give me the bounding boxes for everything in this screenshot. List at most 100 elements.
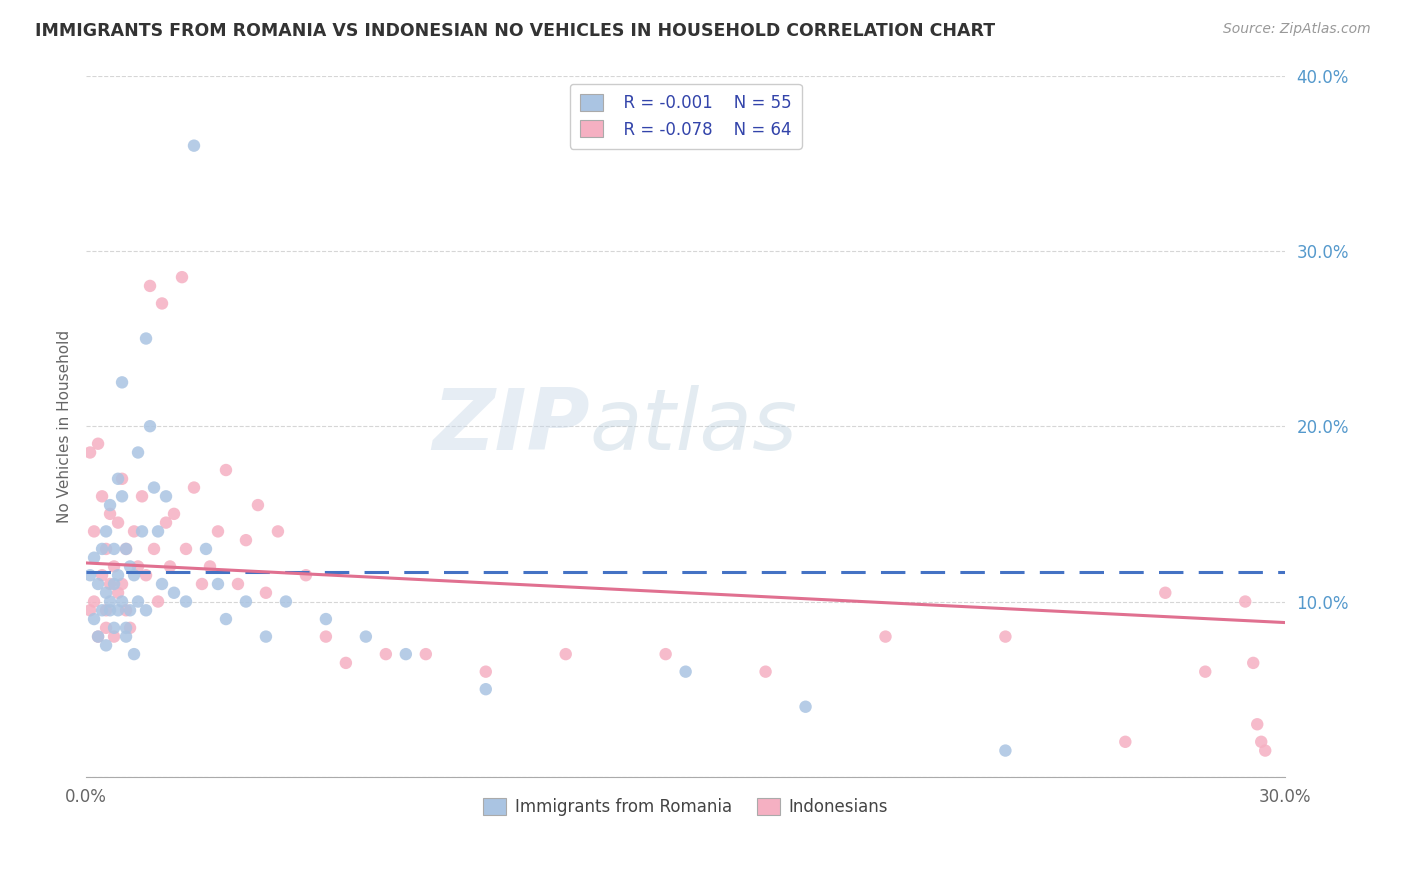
Point: [94, 621, 117, 635]
Point: [335, 656, 357, 670]
Point: [135, 568, 157, 582]
Point: [475, 665, 498, 679]
Point: [131, 524, 153, 539]
Point: [91, 489, 114, 503]
Point: [83, 594, 105, 608]
Point: [115, 621, 138, 635]
Point: [246, 498, 269, 512]
Point: [1241, 656, 1264, 670]
Legend: Immigrants from Romania, Indonesians: Immigrants from Romania, Indonesians: [475, 789, 897, 824]
Point: [94, 541, 117, 556]
Point: [103, 577, 125, 591]
Point: [163, 507, 186, 521]
Point: [115, 541, 138, 556]
Point: [159, 559, 181, 574]
Point: [115, 603, 138, 617]
Point: [235, 533, 257, 548]
Point: [98, 603, 121, 617]
Point: [103, 621, 125, 635]
Text: IMMIGRANTS FROM ROMANIA VS INDONESIAN NO VEHICLES IN HOUSEHOLD CORRELATION CHART: IMMIGRANTS FROM ROMANIA VS INDONESIAN NO…: [35, 22, 995, 40]
Point: [254, 586, 277, 600]
Point: [103, 630, 125, 644]
Point: [94, 586, 117, 600]
Point: [415, 647, 437, 661]
Point: [994, 630, 1017, 644]
Point: [107, 472, 129, 486]
Point: [118, 621, 141, 635]
Point: [207, 577, 229, 591]
Y-axis label: No Vehicles in Household: No Vehicles in Household: [58, 330, 72, 523]
Point: [143, 481, 166, 495]
Point: [122, 647, 145, 661]
Point: [91, 603, 114, 617]
Point: [118, 603, 141, 617]
Point: [107, 586, 129, 600]
Point: [183, 138, 205, 153]
Point: [111, 472, 134, 486]
Point: [198, 559, 221, 574]
Point: [794, 699, 817, 714]
Point: [254, 630, 277, 644]
Point: [1114, 735, 1136, 749]
Point: [107, 603, 129, 617]
Point: [395, 647, 418, 661]
Point: [127, 445, 149, 459]
Point: [127, 594, 149, 608]
Point: [103, 559, 125, 574]
Point: [654, 647, 676, 661]
Point: [170, 270, 193, 285]
Point: [83, 612, 105, 626]
Point: [150, 296, 173, 310]
Point: [374, 647, 396, 661]
Point: [127, 559, 149, 574]
Point: [146, 594, 169, 608]
Point: [150, 577, 173, 591]
Point: [83, 524, 105, 539]
Point: [191, 577, 214, 591]
Point: [83, 550, 105, 565]
Point: [98, 577, 121, 591]
Text: ZIP: ZIP: [432, 384, 589, 467]
Point: [98, 594, 121, 608]
Point: [122, 568, 145, 582]
Point: [163, 586, 186, 600]
Point: [98, 498, 121, 512]
Point: [226, 577, 249, 591]
Point: [1194, 665, 1216, 679]
Point: [146, 524, 169, 539]
Point: [87, 630, 110, 644]
Text: Source: ZipAtlas.com: Source: ZipAtlas.com: [1223, 22, 1371, 37]
Point: [111, 577, 134, 591]
Point: [91, 568, 114, 582]
Point: [554, 647, 576, 661]
Point: [135, 332, 157, 346]
Point: [195, 541, 218, 556]
Point: [994, 743, 1017, 757]
Point: [207, 524, 229, 539]
Point: [1154, 586, 1177, 600]
Point: [107, 568, 129, 582]
Point: [94, 603, 117, 617]
Point: [111, 594, 134, 608]
Point: [111, 376, 134, 390]
Point: [1250, 735, 1272, 749]
Point: [139, 279, 162, 293]
Point: [143, 541, 166, 556]
Point: [354, 630, 377, 644]
Text: atlas: atlas: [589, 384, 797, 467]
Point: [755, 665, 778, 679]
Point: [79, 568, 101, 582]
Point: [475, 682, 498, 697]
Point: [274, 594, 297, 608]
Point: [183, 481, 205, 495]
Point: [315, 630, 337, 644]
Point: [115, 630, 138, 644]
Point: [103, 541, 125, 556]
Point: [79, 603, 101, 617]
Point: [87, 436, 110, 450]
Point: [1254, 743, 1277, 757]
Point: [107, 516, 129, 530]
Point: [1234, 594, 1257, 608]
Point: [94, 524, 117, 539]
Point: [111, 489, 134, 503]
